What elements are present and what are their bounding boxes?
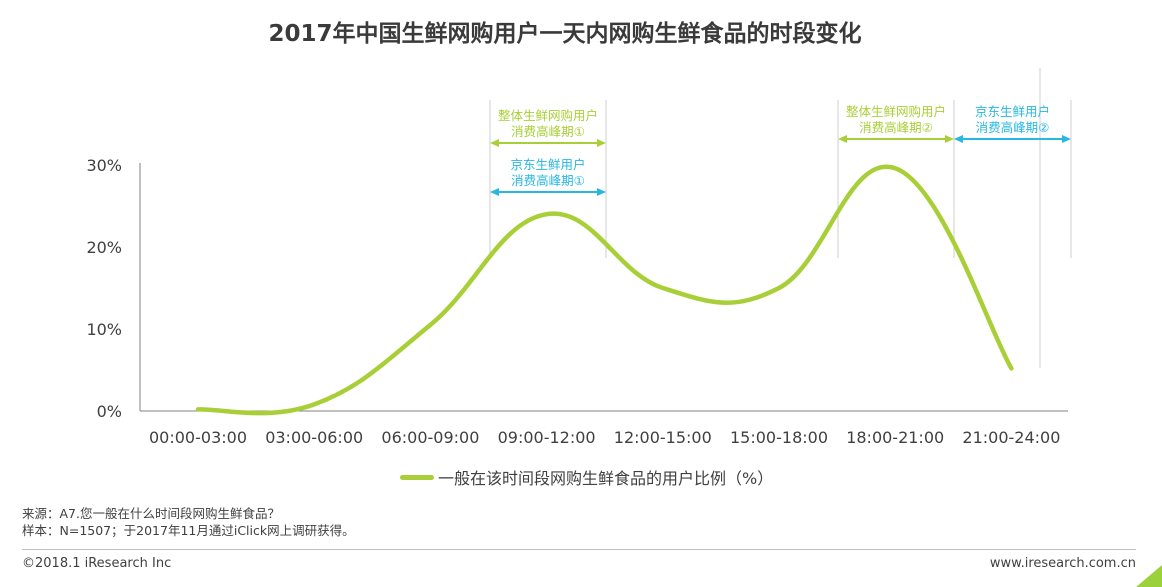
sample-note: 样本：N=1507；于2017年11月通过iClick网上调研获得。 [22,523,355,538]
annotation-arrowhead-left [490,188,499,196]
annotation-label-line2: 消费高峰期② [859,120,933,135]
x-axis-ticks: 00:00-03:00 03:00-06:00 06:00-09:00 09:00-1… [149,428,1060,447]
annotation-label-line2: 消费高峰期① [511,124,585,139]
copyright-text: ©2018.1 iResearch Inc [22,556,172,571]
annotation-arrowhead-right [945,135,954,143]
annotation-arrowhead-right [1062,135,1071,143]
y-axis-ticks: 0% 10% 20% 30% [86,156,122,421]
annotation-arrowhead-right [597,139,606,147]
annotation-arrowhead-right [597,188,606,196]
x-tick-label: 12:00-15:00 [614,428,712,447]
x-tick-label: 15:00-18:00 [730,428,828,447]
annotation-arrowhead-left [490,139,499,147]
annotation-label-line2: 消费高峰期① [511,173,585,188]
source-note: 来源：A7.您一般在什么时间段网购生鲜食品？ [22,506,280,521]
annotation-label-line1: 京东生鲜用户 [975,104,1050,119]
legend-label: 一般在该时间段网购生鲜食品的用户比例（%） [438,469,774,488]
x-tick-label: 21:00-24:00 [962,428,1060,447]
footer-divider [22,549,1136,550]
annotation-arrowhead-left [954,135,963,143]
x-tick-label: 18:00-21:00 [846,428,944,447]
y-tick-label: 30% [86,156,122,175]
website-link[interactable]: www.iresearch.com.cn [989,556,1136,571]
x-tick-label: 00:00-03:00 [149,428,247,447]
annotation-label-line1: 整体生鲜网购用户 [846,104,946,119]
y-tick-label: 0% [97,402,122,421]
chart-title: 2017年中国生鲜网购用户一天内网购生鲜食品的时段变化 [268,21,862,47]
x-tick-label: 03:00-06:00 [265,428,363,447]
x-tick-label: 09:00-12:00 [498,428,596,447]
chart-legend: 一般在该时间段网购生鲜食品的用户比例（%） [400,466,773,488]
series-line [195,164,1014,416]
legend-swatch [400,474,434,480]
annotation-arrowhead-left [838,135,847,143]
y-tick-label: 10% [86,320,122,339]
annotations-layer: 整体生鲜网购用户消费高峰期①京东生鲜用户消费高峰期①整体生鲜网购用户消费高峰期②… [490,104,1071,196]
x-tick-label: 06:00-09:00 [381,428,479,447]
annotation-label-line1: 整体生鲜网购用户 [498,108,598,123]
guide-lines [489,68,1072,368]
annotation-label-line2: 消费高峰期② [976,120,1050,135]
series-layer [195,164,1014,416]
y-tick-label: 20% [86,238,122,257]
source-notes: 来源：A7.您一般在什么时间段网购生鲜食品？ 样本：N=1507；于2017年1… [22,505,355,539]
corner-decoration [1136,565,1162,587]
annotation-label-line1: 京东生鲜用户 [510,157,585,172]
